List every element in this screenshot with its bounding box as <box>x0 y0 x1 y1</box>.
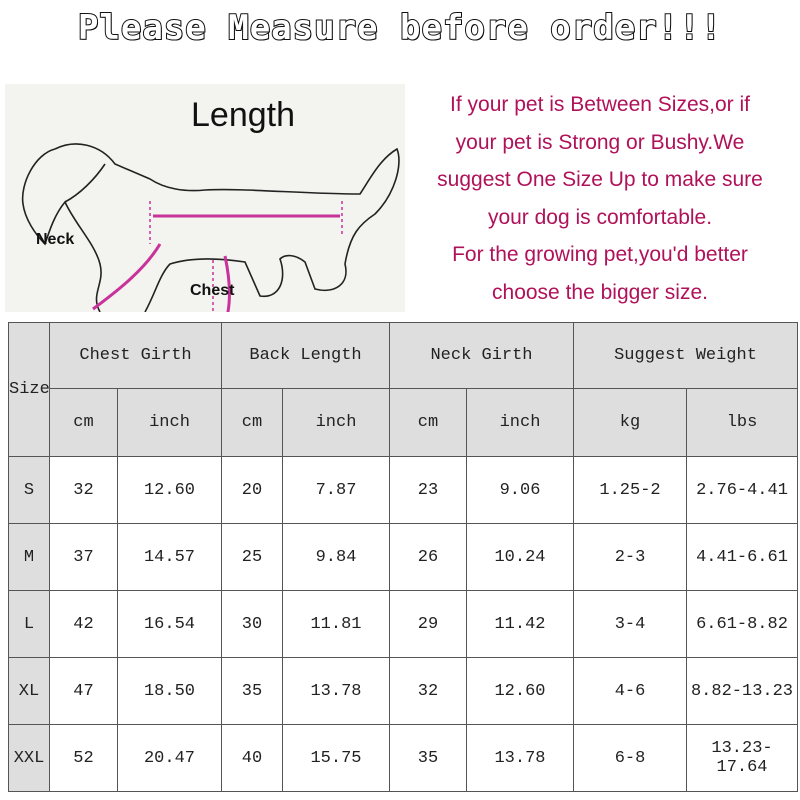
group-header-back-length: Back Length <box>221 322 390 389</box>
value-cell: 6-8 <box>573 724 687 792</box>
unit-header: inch <box>282 388 390 457</box>
value-cell: 13.78 <box>466 724 574 792</box>
unit-header: cm <box>49 388 118 457</box>
table-row: XL 47 18.50 35 13.78 32 12.60 4-6 8.82-13.23 <box>8 657 799 725</box>
group-header-chest-girth: Chest Girth <box>49 322 222 389</box>
value-cell: 12.60 <box>466 657 574 725</box>
sizing-advice: If your pet is Between Sizes,or if your … <box>405 86 795 311</box>
value-cell: 4.41-6.61 <box>685 523 799 591</box>
advice-line: suggest One Size Up to make sure <box>437 168 763 191</box>
unit-header: inch <box>466 388 574 457</box>
value-cell: 11.42 <box>466 590 574 658</box>
unit-header: inch <box>117 388 222 457</box>
unit-header: kg <box>573 388 687 457</box>
value-cell: 3-4 <box>573 590 687 658</box>
value-cell: 18.50 <box>117 657 222 725</box>
advice-line: your pet is Strong or Bushy.We <box>455 130 745 154</box>
neck-measure-line <box>92 243 162 311</box>
unit-header: cm <box>389 388 467 457</box>
size-cell: XXL <box>8 724 50 792</box>
value-cell: 6.61-8.82 <box>685 590 799 658</box>
dog-outline-illustration <box>21 143 400 312</box>
value-cell: 25 <box>221 523 283 591</box>
value-cell: 32 <box>49 456 118 524</box>
size-cell: XL <box>8 657 50 725</box>
table-row: M 37 14.57 25 9.84 26 10.24 2-3 4.41-6.61 <box>8 523 799 591</box>
value-cell: 10.24 <box>466 523 574 591</box>
size-cell: S <box>8 456 50 524</box>
table-row: L 42 16.54 30 11.81 29 11.42 3-4 6.61-8.82 <box>8 590 799 658</box>
value-cell: 40 <box>221 724 283 792</box>
value-cell: 9.84 <box>282 523 390 591</box>
chest-label: Chest <box>190 282 235 299</box>
value-cell: 14.57 <box>117 523 222 591</box>
unit-header: lbs <box>685 388 799 457</box>
value-cell: 42 <box>49 590 118 658</box>
value-cell: 47 <box>49 657 118 725</box>
value-cell: 35 <box>389 724 467 792</box>
table-row: XXL 52 20.47 40 15.75 35 13.78 6-8 13.23-17.64 <box>8 724 799 792</box>
size-cell: M <box>8 523 50 591</box>
length-label: Length <box>191 96 295 134</box>
size-header: Size <box>8 322 50 457</box>
value-cell: 23 <box>389 456 467 524</box>
value-cell: 9.06 <box>466 456 574 524</box>
neck-label: Neck <box>36 231 75 248</box>
value-cell: 8.82-13.23 <box>685 657 799 725</box>
dog-measure-diagram: Length Neck Chest <box>5 84 405 312</box>
value-cell: 29 <box>389 590 467 658</box>
value-cell: 37 <box>49 523 118 591</box>
page-title: Please Measure before order!!! <box>77 7 723 49</box>
value-cell: 20 <box>221 456 283 524</box>
value-cell: 13.23-17.64 <box>685 724 799 792</box>
value-cell: 52 <box>49 724 118 792</box>
value-cell: 2.76-4.41 <box>685 456 799 524</box>
value-cell: 30 <box>221 590 283 658</box>
value-cell: 26 <box>389 523 467 591</box>
table-row: S 32 12.60 20 7.87 23 9.06 1.25-2 2.76-4.41 <box>8 456 799 524</box>
group-header-suggest-weight: Suggest Weight <box>572 322 799 389</box>
size-cell: L <box>8 590 50 658</box>
advice-line: your dog is comfortable. <box>487 205 713 229</box>
value-cell: 7.87 <box>282 456 390 524</box>
value-cell: 32 <box>389 657 467 725</box>
value-cell: 1.25-2 <box>573 456 687 524</box>
unit-header: cm <box>221 388 283 457</box>
advice-line: For the growing pet,you'd better <box>452 243 748 266</box>
value-cell: 2-3 <box>573 523 687 591</box>
advice-line: If your pet is Between Sizes,or if <box>450 93 750 116</box>
advice-line: choose the bigger size. <box>492 280 708 304</box>
group-header-neck-girth: Neck Girth <box>389 322 574 389</box>
size-chart-table: Size Chest Girth Back Length Neck Girth … <box>8 322 799 792</box>
value-cell: 13.78 <box>282 657 390 725</box>
value-cell: 11.81 <box>282 590 390 658</box>
value-cell: 35 <box>221 657 283 725</box>
value-cell: 15.75 <box>282 724 390 792</box>
value-cell: 20.47 <box>117 724 222 792</box>
value-cell: 12.60 <box>117 456 222 524</box>
value-cell: 4-6 <box>573 657 687 725</box>
value-cell: 16.54 <box>117 590 222 658</box>
